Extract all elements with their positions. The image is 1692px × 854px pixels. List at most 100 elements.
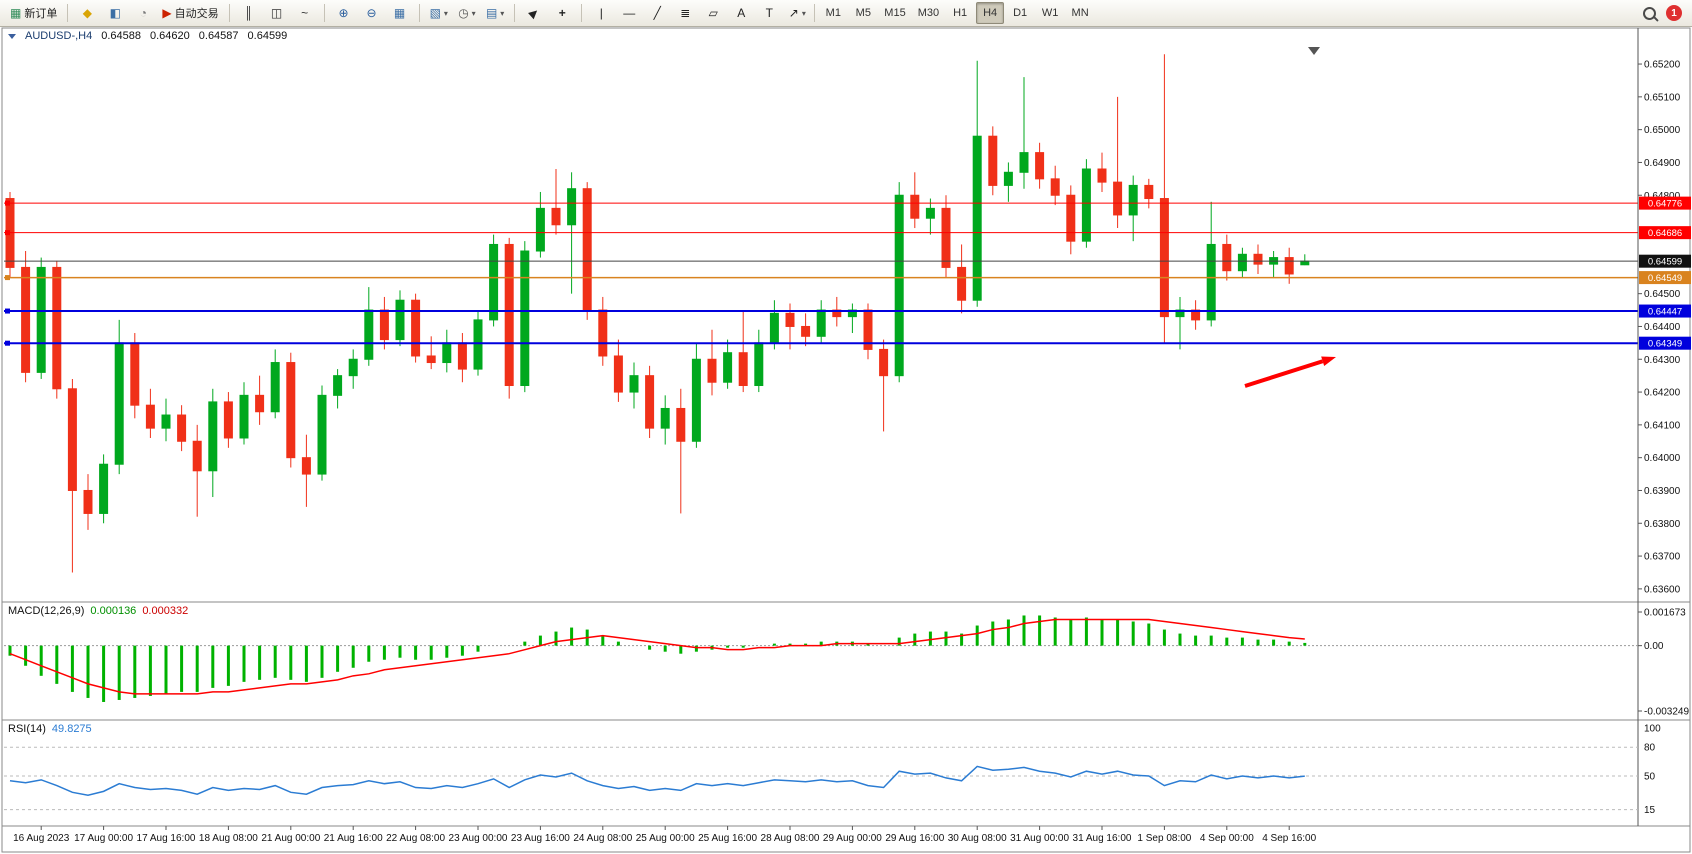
data-window-icon[interactable]: ◧ bbox=[102, 2, 128, 24]
rsi-panel: 100 80 50 15 bbox=[4, 724, 1661, 816]
new-chart-button[interactable]: ▧ ▾ bbox=[426, 2, 452, 24]
candle-up bbox=[769, 312, 779, 344]
price-badge-label: 0.64549 bbox=[1648, 273, 1682, 284]
timeframe-m5[interactable]: M5 bbox=[855, 7, 871, 19]
candle-up bbox=[161, 414, 171, 429]
new-order-button-label: 新订单 bbox=[24, 8, 58, 20]
candle-up bbox=[691, 358, 701, 442]
chart-shift-marker-icon[interactable] bbox=[1308, 47, 1320, 55]
timeframe-w1[interactable]: W1 bbox=[1041, 7, 1059, 19]
candle-down bbox=[1222, 243, 1232, 272]
time-tick-label: 24 Aug 08:00 bbox=[573, 833, 632, 844]
candlestick-chart-button[interactable]: ◫ bbox=[264, 2, 290, 24]
candle-down bbox=[645, 375, 655, 429]
candle-up bbox=[364, 309, 374, 360]
history-center-icon[interactable]: ◔ bbox=[130, 2, 156, 24]
timeframe-m15[interactable]: M15 bbox=[884, 7, 906, 19]
candle-down bbox=[301, 457, 311, 475]
line-chart-icon: ~ bbox=[301, 6, 309, 20]
timeframe-m30[interactable]: M30 bbox=[917, 7, 940, 19]
candle-down bbox=[582, 188, 592, 311]
timeframe-h4[interactable]: H4 bbox=[976, 2, 1005, 24]
new-order-button[interactable]: ▦ 新订单 bbox=[6, 2, 61, 24]
time-tick-label: 23 Aug 00:00 bbox=[449, 833, 508, 844]
time-axis[interactable] bbox=[2, 826, 1638, 852]
macd-panel: 0.001673 0.00 -0.003249 bbox=[4, 608, 1689, 718]
candle-down bbox=[286, 362, 296, 459]
timeframe-m1[interactable]: M1 bbox=[825, 7, 841, 19]
toolbar-separator bbox=[581, 4, 583, 22]
candle-up bbox=[1237, 253, 1247, 272]
zoom-out-button[interactable]: ⊖ bbox=[359, 2, 385, 24]
horizontal-line-button[interactable]: — bbox=[616, 2, 642, 24]
candle-up bbox=[754, 342, 764, 387]
caret-down-icon: ▾ bbox=[500, 8, 505, 18]
vertical-line-button[interactable]: | bbox=[588, 2, 614, 24]
candle-down bbox=[738, 352, 748, 387]
autotrading-button[interactable]: ▶ 自动交易 bbox=[158, 2, 222, 24]
candle-down bbox=[145, 404, 155, 429]
indicators-button[interactable]: ▤ ▾ bbox=[482, 2, 508, 24]
line-handle[interactable] bbox=[5, 230, 10, 236]
ohlc-bars-button[interactable]: ║ bbox=[236, 2, 262, 24]
rsi-tick-label: 50 bbox=[1644, 772, 1656, 783]
text-button[interactable]: A bbox=[728, 2, 754, 24]
timeframe-h1[interactable]: H1 bbox=[953, 7, 968, 19]
line-handle[interactable] bbox=[5, 275, 10, 281]
templates-button[interactable]: ◷ ▾ bbox=[454, 2, 480, 24]
caret-down-icon: ▾ bbox=[471, 8, 476, 18]
candle-down bbox=[801, 325, 811, 337]
rsi-name: RSI(14) bbox=[8, 723, 46, 735]
tile-windows-button[interactable]: ▦ bbox=[387, 2, 413, 24]
chart-info-bar: AUDUSD-,H4 0.64588 0.64620 0.64587 0.645… bbox=[8, 30, 287, 42]
candle-down bbox=[83, 489, 93, 514]
macd-tick-label: -0.003249 bbox=[1644, 707, 1689, 718]
label-button[interactable]: T bbox=[756, 2, 782, 24]
timeframe-mn[interactable]: MN bbox=[1071, 7, 1089, 19]
price-tick-label: 0.65100 bbox=[1644, 92, 1681, 103]
candle-down bbox=[411, 299, 421, 357]
market-watch-icon[interactable]: ◆ bbox=[74, 2, 100, 24]
zoom-in-button[interactable]: ⊕ bbox=[331, 2, 357, 24]
line-chart-button[interactable]: ~ bbox=[292, 2, 318, 24]
rsi-indicator-label: RSI(14) 49.8275 bbox=[8, 723, 92, 735]
search-icon[interactable] bbox=[1643, 6, 1656, 20]
hline-price-badge bbox=[1639, 226, 1691, 240]
arrows-button[interactable]: ↗ ▾ bbox=[784, 2, 810, 24]
timeframe-d1[interactable]: D1 bbox=[1013, 7, 1028, 19]
candle-down bbox=[223, 401, 233, 439]
price-tick-label: 0.64800 bbox=[1644, 191, 1681, 202]
tile-windows-icon: ▦ bbox=[393, 6, 406, 20]
price-axis[interactable] bbox=[1638, 28, 1692, 826]
price-tick-label: 0.64100 bbox=[1644, 420, 1681, 431]
time-tick-label: 29 Aug 16:00 bbox=[885, 833, 944, 844]
notification-badge[interactable]: 1 bbox=[1666, 5, 1682, 21]
price-tick-label: 0.64200 bbox=[1644, 388, 1681, 399]
time-tick-label: 25 Aug 16:00 bbox=[698, 833, 757, 844]
time-tick-label: 28 Aug 08:00 bbox=[761, 833, 820, 844]
arrow-annotation[interactable] bbox=[1244, 356, 1336, 388]
fibonacci-button[interactable]: ≣ bbox=[672, 2, 698, 24]
line-handle[interactable] bbox=[5, 200, 10, 206]
cursor-button[interactable]: ▶ bbox=[521, 2, 547, 24]
symbol-dropdown-icon[interactable] bbox=[8, 33, 16, 39]
candle-up bbox=[1128, 184, 1138, 216]
indicators-icon: ▤ bbox=[485, 6, 498, 20]
macd-signal-value: 0.000332 bbox=[142, 605, 189, 617]
ohlc-low-value: 0.64587 bbox=[198, 30, 239, 42]
line-handle[interactable] bbox=[5, 308, 10, 314]
candle-down bbox=[957, 266, 967, 301]
shapes-button[interactable]: ▱ bbox=[700, 2, 726, 24]
cursor-icon: ▶ bbox=[526, 5, 542, 20]
candle-up bbox=[520, 250, 530, 387]
candle-down bbox=[707, 358, 717, 383]
time-tick-label: 17 Aug 16:00 bbox=[137, 833, 196, 844]
trendline-button[interactable]: ╱ bbox=[644, 2, 670, 24]
candle-up bbox=[1081, 168, 1091, 242]
crosshair-button[interactable]: + bbox=[549, 2, 575, 24]
time-tick-label: 18 Aug 08:00 bbox=[199, 833, 258, 844]
candlestick-series bbox=[5, 54, 1310, 573]
line-handle[interactable] bbox=[5, 340, 10, 346]
horizontal-lines bbox=[4, 200, 1638, 346]
